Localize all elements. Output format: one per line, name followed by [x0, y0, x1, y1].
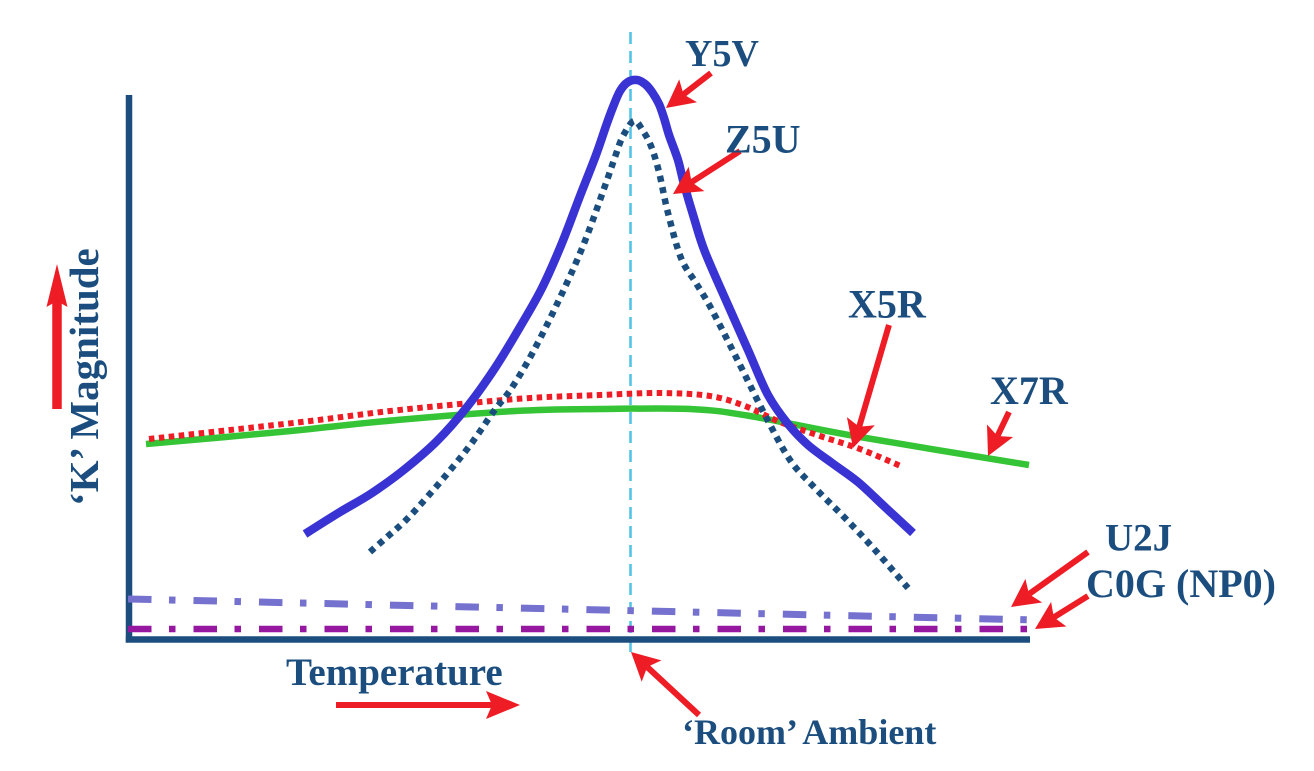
svg-text:U2J: U2J [1105, 517, 1172, 560]
svg-text:‘K’ Magnitude: ‘K’ Magnitude [61, 248, 107, 506]
svg-text:X5R: X5R [848, 282, 927, 327]
svg-text:C0G (NP0): C0G (NP0) [1086, 561, 1276, 606]
svg-text:Temperature: Temperature [286, 651, 503, 694]
svg-text:Y5V: Y5V [685, 33, 759, 75]
svg-text:X7R: X7R [990, 368, 1069, 413]
svg-text:Z5U: Z5U [725, 117, 801, 162]
svg-text:‘Room’ Ambient: ‘Room’ Ambient [682, 712, 936, 752]
